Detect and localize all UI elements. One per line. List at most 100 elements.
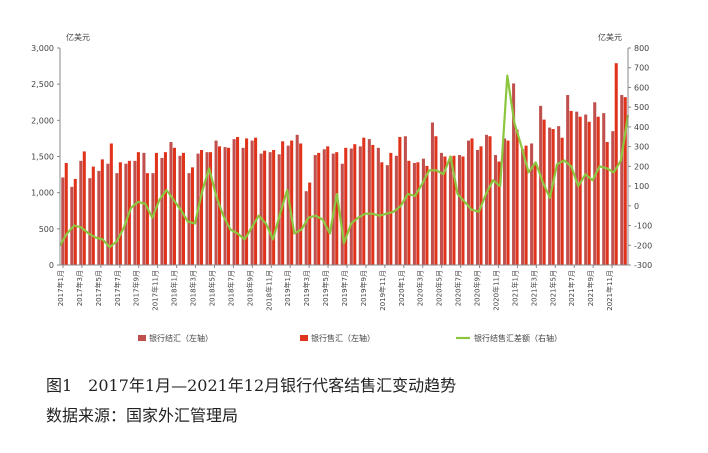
x-tick-label: 2019年1月 (283, 270, 292, 306)
settlement-bar (439, 152, 443, 265)
right-tick-label: 700 (634, 64, 649, 73)
settlement-bar (151, 173, 155, 265)
x-tick-label: 2017年11月 (151, 270, 160, 311)
x-tick-label: 2018年1月 (170, 270, 179, 306)
settlement-bar (530, 143, 534, 265)
settlement-bar (313, 155, 317, 265)
settlement-bar (412, 163, 416, 265)
right-tick-label: -300 (634, 261, 652, 270)
settlement-bar (503, 138, 507, 265)
sales-bar (362, 137, 366, 265)
left-tick-label: 2,000 (31, 116, 54, 125)
settlement-bar (70, 186, 74, 265)
sales-bar (506, 140, 510, 265)
settlement-bar (349, 148, 353, 265)
sales-bar (91, 166, 95, 265)
sales-bar (371, 144, 375, 265)
sales-bar (623, 97, 627, 265)
left-tick-label: 0 (49, 261, 54, 270)
sales-bar (326, 146, 330, 265)
x-tick-label: 2017年1月 (56, 270, 65, 306)
sales-bar (542, 119, 546, 265)
left-tick-label: 3,000 (31, 44, 54, 53)
settlement-bar (448, 156, 453, 265)
settlement-bar (304, 191, 308, 265)
settlement-bar (277, 154, 281, 265)
sales-bar (443, 156, 447, 265)
settlement-bar (169, 142, 173, 265)
right-tick-label: -200 (634, 241, 652, 250)
sales-bar (109, 143, 113, 265)
settlement-bar (133, 160, 137, 265)
sales-bar (181, 152, 185, 265)
settlement-bar (214, 140, 218, 265)
x-tick-label: 2021年1月 (510, 270, 519, 306)
sales-bar (605, 142, 609, 265)
sales-bar (515, 129, 519, 265)
settlement-bar (566, 95, 570, 266)
sales-bar (145, 173, 149, 265)
settlement-bar (602, 113, 606, 265)
sales-bar (596, 116, 600, 265)
sales-bar (172, 147, 176, 265)
left-tick-label: 2,500 (31, 80, 54, 89)
right-tick-label: 500 (634, 103, 649, 112)
settlement-bar (358, 146, 362, 265)
x-tick-label: 2021年5月 (548, 270, 557, 306)
settlement-bar (385, 165, 389, 265)
sales-bar (254, 137, 258, 265)
settlement-bar (322, 149, 326, 265)
sales-bar (587, 121, 591, 265)
settlement-bar (575, 111, 579, 265)
left-tick-label: 1,500 (31, 153, 54, 162)
x-tick-label: 2019年5月 (321, 270, 330, 306)
x-tick-label: 2021年9月 (586, 270, 595, 306)
settlement-bar (124, 163, 128, 265)
right-tick-label: 200 (634, 162, 649, 171)
sales-bar (344, 147, 348, 265)
right-tick-label: 300 (634, 143, 649, 152)
sales-bar (163, 152, 167, 265)
settlement-bar (457, 155, 462, 265)
x-tick-label: 2020年5月 (435, 270, 444, 306)
right-tick-label: -100 (634, 222, 652, 231)
settlement-bar (97, 170, 101, 265)
x-tick-label: 2017年7月 (113, 270, 122, 306)
sales-bar (434, 136, 438, 265)
x-tick-label: 2017年5月 (94, 270, 103, 306)
sales-bar (425, 165, 429, 265)
figure-source: 数据来源：国家外汇管理局 (46, 406, 239, 425)
x-tick-label: 2021年11月 (605, 270, 614, 311)
sales-bar (299, 143, 303, 265)
sales-bar (398, 136, 402, 265)
sales-bar (407, 160, 411, 265)
legend-swatch-settlement (138, 335, 146, 341)
x-tick-label: 2020年1月 (397, 270, 406, 306)
left-tick-label: 500 (39, 225, 54, 234)
settlement-bar (241, 147, 245, 265)
sales-bar (136, 152, 140, 265)
x-tick-label: 2018年11月 (264, 270, 273, 311)
settlement-bar (106, 163, 110, 265)
sales-bar (551, 129, 555, 265)
sales-bar (199, 149, 204, 265)
right-tick-label: 100 (634, 182, 649, 191)
legend-label-sales: 银行售汇（左轴） (311, 333, 375, 343)
x-tick-label: 2020年7月 (454, 270, 463, 306)
x-tick-label: 2021年3月 (529, 270, 538, 306)
settlement-bar (367, 139, 371, 265)
settlement-bar (115, 173, 119, 265)
settlement-bar (142, 152, 146, 265)
x-tick-label: 2020年11月 (491, 270, 500, 311)
x-tick-label: 2020年3月 (416, 270, 425, 306)
settlement-bar (539, 105, 543, 265)
sales-bar (236, 136, 240, 265)
right-axis-unit: 亿美元 (598, 32, 622, 42)
sales-bar (488, 136, 492, 265)
settlement-bar (494, 155, 498, 265)
settlement-bar (403, 136, 407, 265)
sales-bar (380, 162, 384, 265)
x-tick-label: 2019年3月 (302, 270, 311, 306)
x-tick-label: 2019年9月 (359, 270, 368, 306)
sales-bar (100, 159, 104, 265)
